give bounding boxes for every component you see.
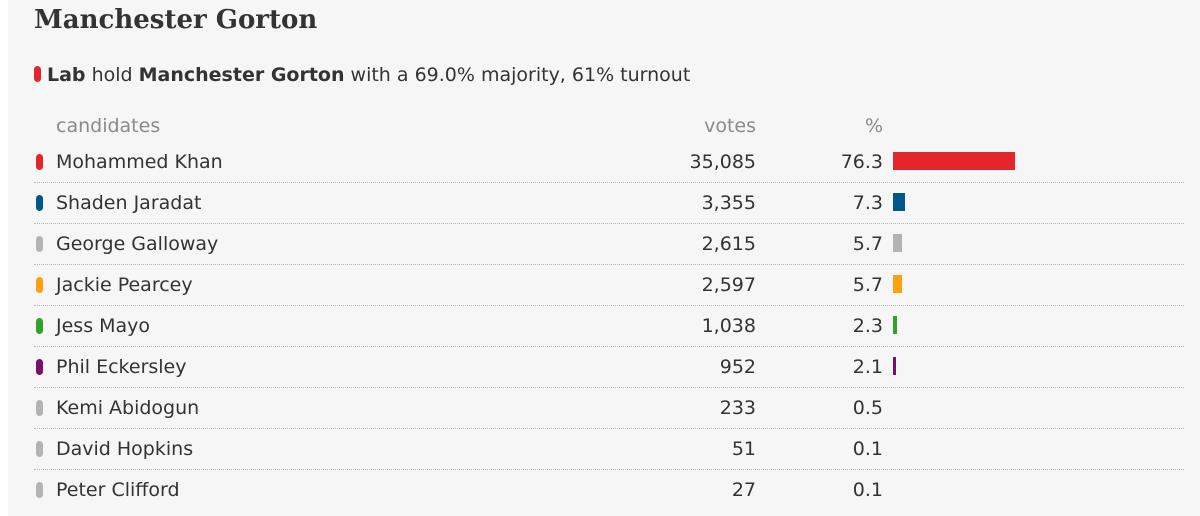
candidate-name: George Galloway <box>56 233 219 255</box>
candidate-name: Shaden Jaradat <box>56 192 202 214</box>
table-row: George Galloway 2,615 5.7 <box>34 224 1184 265</box>
party-color-pip <box>36 400 43 416</box>
party-color-pip <box>36 277 43 293</box>
candidate-name: Jess Mayo <box>56 315 151 337</box>
result-summary: Lab hold Manchester Gorton with a 69.0% … <box>34 61 690 89</box>
summary-hold-text: hold <box>85 64 139 86</box>
header-candidates: candidates <box>56 115 161 137</box>
candidate-name: David Hopkins <box>56 438 194 460</box>
candidate-votes: 952 <box>719 356 756 378</box>
vote-share-bar <box>893 316 897 334</box>
candidate-votes: 1,038 <box>701 315 756 337</box>
winning-party: Lab <box>47 64 86 86</box>
candidate-percent: 76.3 <box>840 151 883 173</box>
summary-constituency: Manchester Gorton <box>138 64 345 86</box>
candidate-name: Mohammed Khan <box>56 151 223 173</box>
candidate-votes: 51 <box>731 438 756 460</box>
party-color-pip <box>36 318 43 334</box>
table-row: Jess Mayo 1,038 2.3 <box>34 306 1184 347</box>
vote-share-bar <box>893 275 902 293</box>
candidate-votes: 3,355 <box>701 192 756 214</box>
table-row: Shaden Jaradat 3,355 7.3 <box>34 183 1184 224</box>
candidate-percent: 0.1 <box>852 438 883 460</box>
table-row: Jackie Pearcey 2,597 5.7 <box>34 265 1184 306</box>
results-panel: Manchester Gorton Lab hold Manchester Go… <box>8 0 1200 516</box>
candidate-votes: 233 <box>719 397 756 419</box>
candidate-votes: 2,597 <box>701 274 756 296</box>
table-row: Mohammed Khan 35,085 76.3 <box>34 142 1184 183</box>
candidate-name: Jackie Pearcey <box>56 274 193 296</box>
table-row: Kemi Abidogun 233 0.5 <box>34 388 1184 429</box>
candidate-votes: 2,615 <box>701 233 756 255</box>
candidate-percent: 2.3 <box>852 315 883 337</box>
party-color-pip <box>34 66 41 82</box>
party-color-pip <box>36 359 43 375</box>
party-color-pip <box>36 441 43 457</box>
candidate-table: Mohammed Khan 35,085 76.3 Shaden Jaradat 3,3… <box>34 142 1184 510</box>
party-color-pip <box>36 236 43 252</box>
header-percent: % <box>864 115 883 137</box>
table-header: candidates votes % <box>34 112 1184 140</box>
table-row: Peter Clifford 27 0.1 <box>34 470 1184 510</box>
candidate-percent: 5.7 <box>852 274 883 296</box>
candidate-percent: 7.3 <box>852 192 883 214</box>
candidate-votes: 35,085 <box>689 151 756 173</box>
vote-share-bar <box>893 152 1015 170</box>
candidate-name: Kemi Abidogun <box>56 397 200 419</box>
candidate-percent: 5.7 <box>852 233 883 255</box>
candidate-votes: 27 <box>731 479 756 501</box>
candidate-percent: 0.1 <box>852 479 883 501</box>
constituency-title: Manchester Gorton <box>34 5 318 35</box>
candidate-percent: 0.5 <box>852 397 883 419</box>
table-row: Phil Eckersley 952 2.1 <box>34 347 1184 388</box>
candidate-name: Phil Eckersley <box>56 356 187 378</box>
candidate-name: Peter Clifford <box>56 479 180 501</box>
vote-share-bar <box>893 234 902 252</box>
candidate-percent: 2.1 <box>852 356 883 378</box>
party-color-pip <box>36 195 43 211</box>
header-votes: votes <box>704 115 756 137</box>
summary-details: with a 69.0% majority, 61% turnout <box>344 64 691 86</box>
party-color-pip <box>36 482 43 498</box>
party-color-pip <box>36 154 43 170</box>
vote-share-bar <box>893 193 905 211</box>
vote-share-bar <box>893 357 896 375</box>
table-row: David Hopkins 51 0.1 <box>34 429 1184 470</box>
